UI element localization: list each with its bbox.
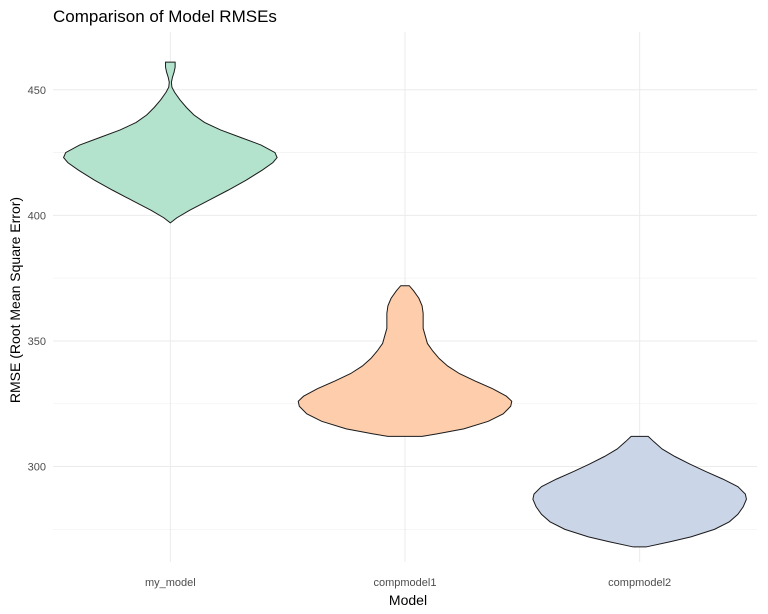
x-tick-label: compmodel1 xyxy=(374,577,437,589)
y-axis-ticks: 300 350 400 450 xyxy=(28,85,46,474)
x-tick-label: compmodel2 xyxy=(608,577,671,589)
y-tick-label: 400 xyxy=(28,210,46,222)
x-tick-label: my_model xyxy=(145,577,196,589)
x-axis-title: Model xyxy=(389,592,427,608)
violin-my_model xyxy=(62,61,278,224)
y-tick-label: 450 xyxy=(28,85,46,97)
y-axis-title: RMSE (Root Mean Square Error) xyxy=(7,197,23,403)
violin-compmodel1 xyxy=(297,285,513,437)
chart-title: Comparison of Model RMSEs xyxy=(53,7,277,26)
y-tick-label: 300 xyxy=(28,462,46,474)
y-tick-label: 350 xyxy=(28,336,46,348)
violin-compmodel2 xyxy=(532,435,747,548)
violins xyxy=(62,61,747,548)
x-axis-ticks: my_model compmodel1 compmodel2 xyxy=(145,577,671,589)
